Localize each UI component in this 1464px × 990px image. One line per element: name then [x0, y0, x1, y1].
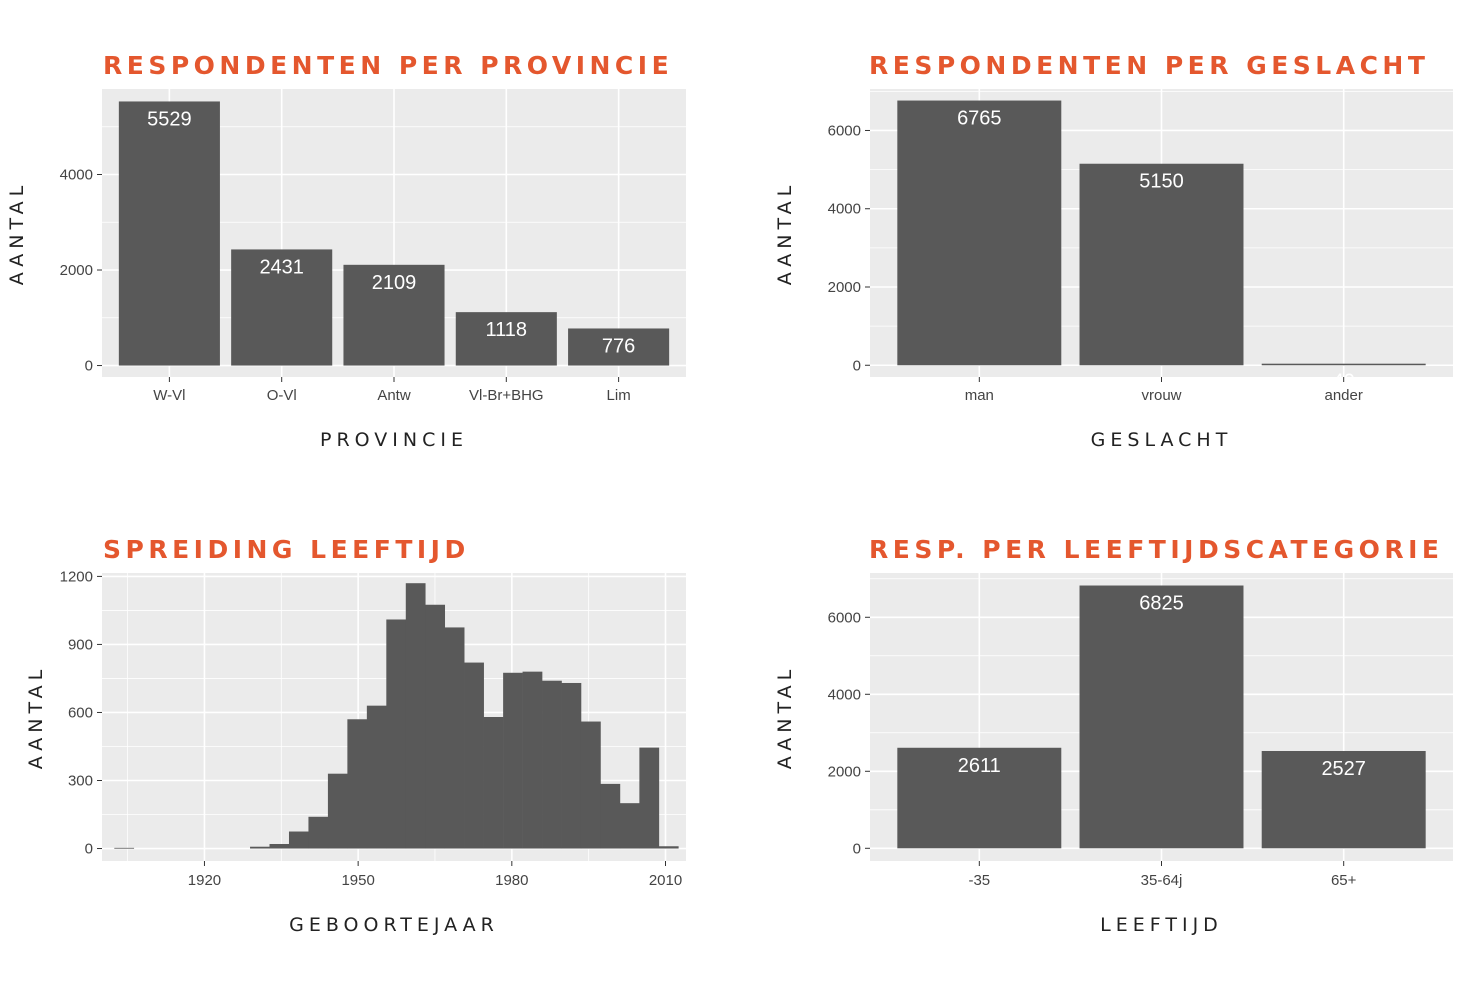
histogram-bar — [308, 816, 329, 849]
x-tick-label: vrouw — [1141, 387, 1181, 404]
y-tick-label: 6000 — [828, 609, 861, 626]
chart-leeftijdscategorie: 0 2000 4000 6000 RESP. PER LEEFTIJDSCATEGORI… — [774, 535, 1453, 936]
x-axis-title: PROVINCIE — [320, 429, 468, 451]
bar — [231, 249, 333, 366]
chart-panel-provincie: 0 2000 4000 RESPONDENTEN PER PROVINCIE PROVI… — [0, 0, 732, 495]
x-tick-label: ander — [1325, 387, 1363, 404]
histogram-bar — [327, 773, 348, 849]
y-tick-label: 4000 — [828, 686, 861, 703]
bar — [1261, 363, 1426, 366]
chart-title: RESP. PER LEEFTIJDSCATEGORIE — [869, 535, 1444, 564]
histogram-bar — [483, 717, 504, 849]
y-tick-label: 0 — [853, 840, 861, 857]
chart-title: RESPONDENTEN PER PROVINCIE — [103, 51, 673, 80]
histogram-bar — [639, 747, 660, 849]
y-tick-label: 0 — [853, 357, 861, 374]
histogram-bar — [250, 846, 270, 849]
x-tick-label: W-Vl — [153, 387, 185, 404]
histogram-bar — [503, 672, 523, 849]
bar — [897, 100, 1062, 366]
x-tick-label: 1980 — [495, 872, 528, 889]
x-tick-label: -35 — [968, 872, 990, 889]
bar — [455, 312, 557, 366]
y-tick-label: 4000 — [60, 166, 93, 183]
x-tick-label: O-Vl — [267, 387, 297, 404]
bar-value-label: 776 — [602, 335, 635, 357]
x-tick-label: 1950 — [341, 872, 374, 889]
bar — [897, 747, 1062, 849]
x-tick-label: Vl-Br+BHG — [469, 387, 544, 404]
histogram-bar — [542, 680, 562, 849]
chart-geslacht: 0 2000 4000 6000 RESPONDENTEN PER GESLACHT GE… — [774, 51, 1453, 451]
histogram-bar — [464, 662, 484, 849]
chart-panel-leeftijd-spreiding: 0 300 600 900 1200 SPREIDING LEEFTIJD GEBOORTE… — [0, 495, 732, 990]
histogram-bar — [288, 831, 309, 849]
bar-value-label: 6825 — [1139, 593, 1184, 615]
bar — [1261, 750, 1426, 849]
bar-value-label: 1118 — [486, 319, 528, 341]
y-tick-label: 2000 — [828, 279, 861, 296]
y-tick-label: 4000 — [828, 201, 861, 218]
x-axis-title: GESLACHT — [1091, 429, 1233, 451]
x-axis-title: LEEFTIJD — [1100, 914, 1223, 936]
histogram-bar — [444, 627, 465, 849]
histogram-bar — [269, 843, 290, 849]
histogram-bar — [522, 671, 543, 849]
chart-spreiding-leeftijd: 0 300 600 900 1200 SPREIDING LEEFTIJD GEBOORTE… — [25, 535, 686, 936]
histogram-bar — [658, 846, 679, 849]
bar-value-label: 2109 — [372, 272, 417, 294]
x-tick-label: Lim — [607, 387, 631, 404]
x-axis-title: GEBOORTEJAAR — [289, 914, 499, 936]
x-tick-label: man — [965, 387, 994, 404]
y-tick-label: 300 — [68, 772, 93, 789]
bar-value-label: 2527 — [1321, 758, 1366, 780]
bar — [1079, 163, 1244, 366]
bar — [1079, 585, 1244, 849]
bar-value-label: 6765 — [957, 108, 1002, 130]
y-tick-label: 6000 — [828, 122, 861, 139]
histogram-bar — [580, 721, 601, 849]
histogram-bar — [600, 783, 621, 849]
x-tick-label: Antw — [377, 387, 411, 404]
y-tick-label: 2000 — [828, 763, 861, 780]
y-tick-label: 600 — [68, 704, 93, 721]
y-axis-title: AANTAL — [6, 181, 28, 285]
x-tick-label: 1920 — [188, 872, 221, 889]
histogram-bar — [561, 682, 582, 849]
bar-value-label: 5150 — [1139, 171, 1184, 193]
histogram-bar — [405, 583, 426, 849]
bar — [343, 264, 445, 366]
y-tick-label: 2000 — [60, 262, 93, 279]
chart-title: RESPONDENTEN PER GESLACHT — [869, 51, 1429, 80]
x-tick-label: 35-64j — [1141, 872, 1183, 889]
chart-panel-leeftijdscategorie: 0 2000 4000 6000 RESP. PER LEEFTIJDSCATEGORI… — [732, 495, 1464, 990]
histogram-bar — [619, 803, 640, 849]
y-tick-label: 900 — [68, 636, 93, 653]
histogram-bar — [366, 705, 387, 849]
x-tick-label: 2010 — [649, 872, 682, 889]
histogram-bar — [114, 847, 135, 849]
histogram-bar — [425, 604, 446, 849]
chart-panel-geslacht: 0 2000 4000 6000 RESPONDENTEN PER GESLACHT GE… — [732, 0, 1464, 495]
y-axis-title: AANTAL — [774, 181, 796, 285]
bar — [568, 328, 670, 366]
x-tick-label: 65+ — [1331, 872, 1357, 889]
y-axis-title: AANTAL — [774, 665, 796, 769]
bar-value-label: 2431 — [259, 256, 304, 278]
y-axis-title: AANTAL — [25, 665, 47, 769]
bar — [118, 101, 220, 366]
y-tick-label: 0 — [85, 358, 93, 375]
histogram-bar — [386, 619, 407, 849]
chart-provincie: 0 2000 4000 RESPONDENTEN PER PROVINCIE PROVI… — [6, 51, 686, 451]
y-tick-label: 0 — [85, 841, 93, 858]
bar-value-label: 2611 — [958, 755, 1001, 777]
y-tick-label: 1200 — [60, 568, 93, 585]
bar-value-label: 5529 — [147, 108, 192, 130]
chart-title: SPREIDING LEEFTIJD — [103, 535, 470, 564]
histogram-bar — [347, 719, 368, 849]
